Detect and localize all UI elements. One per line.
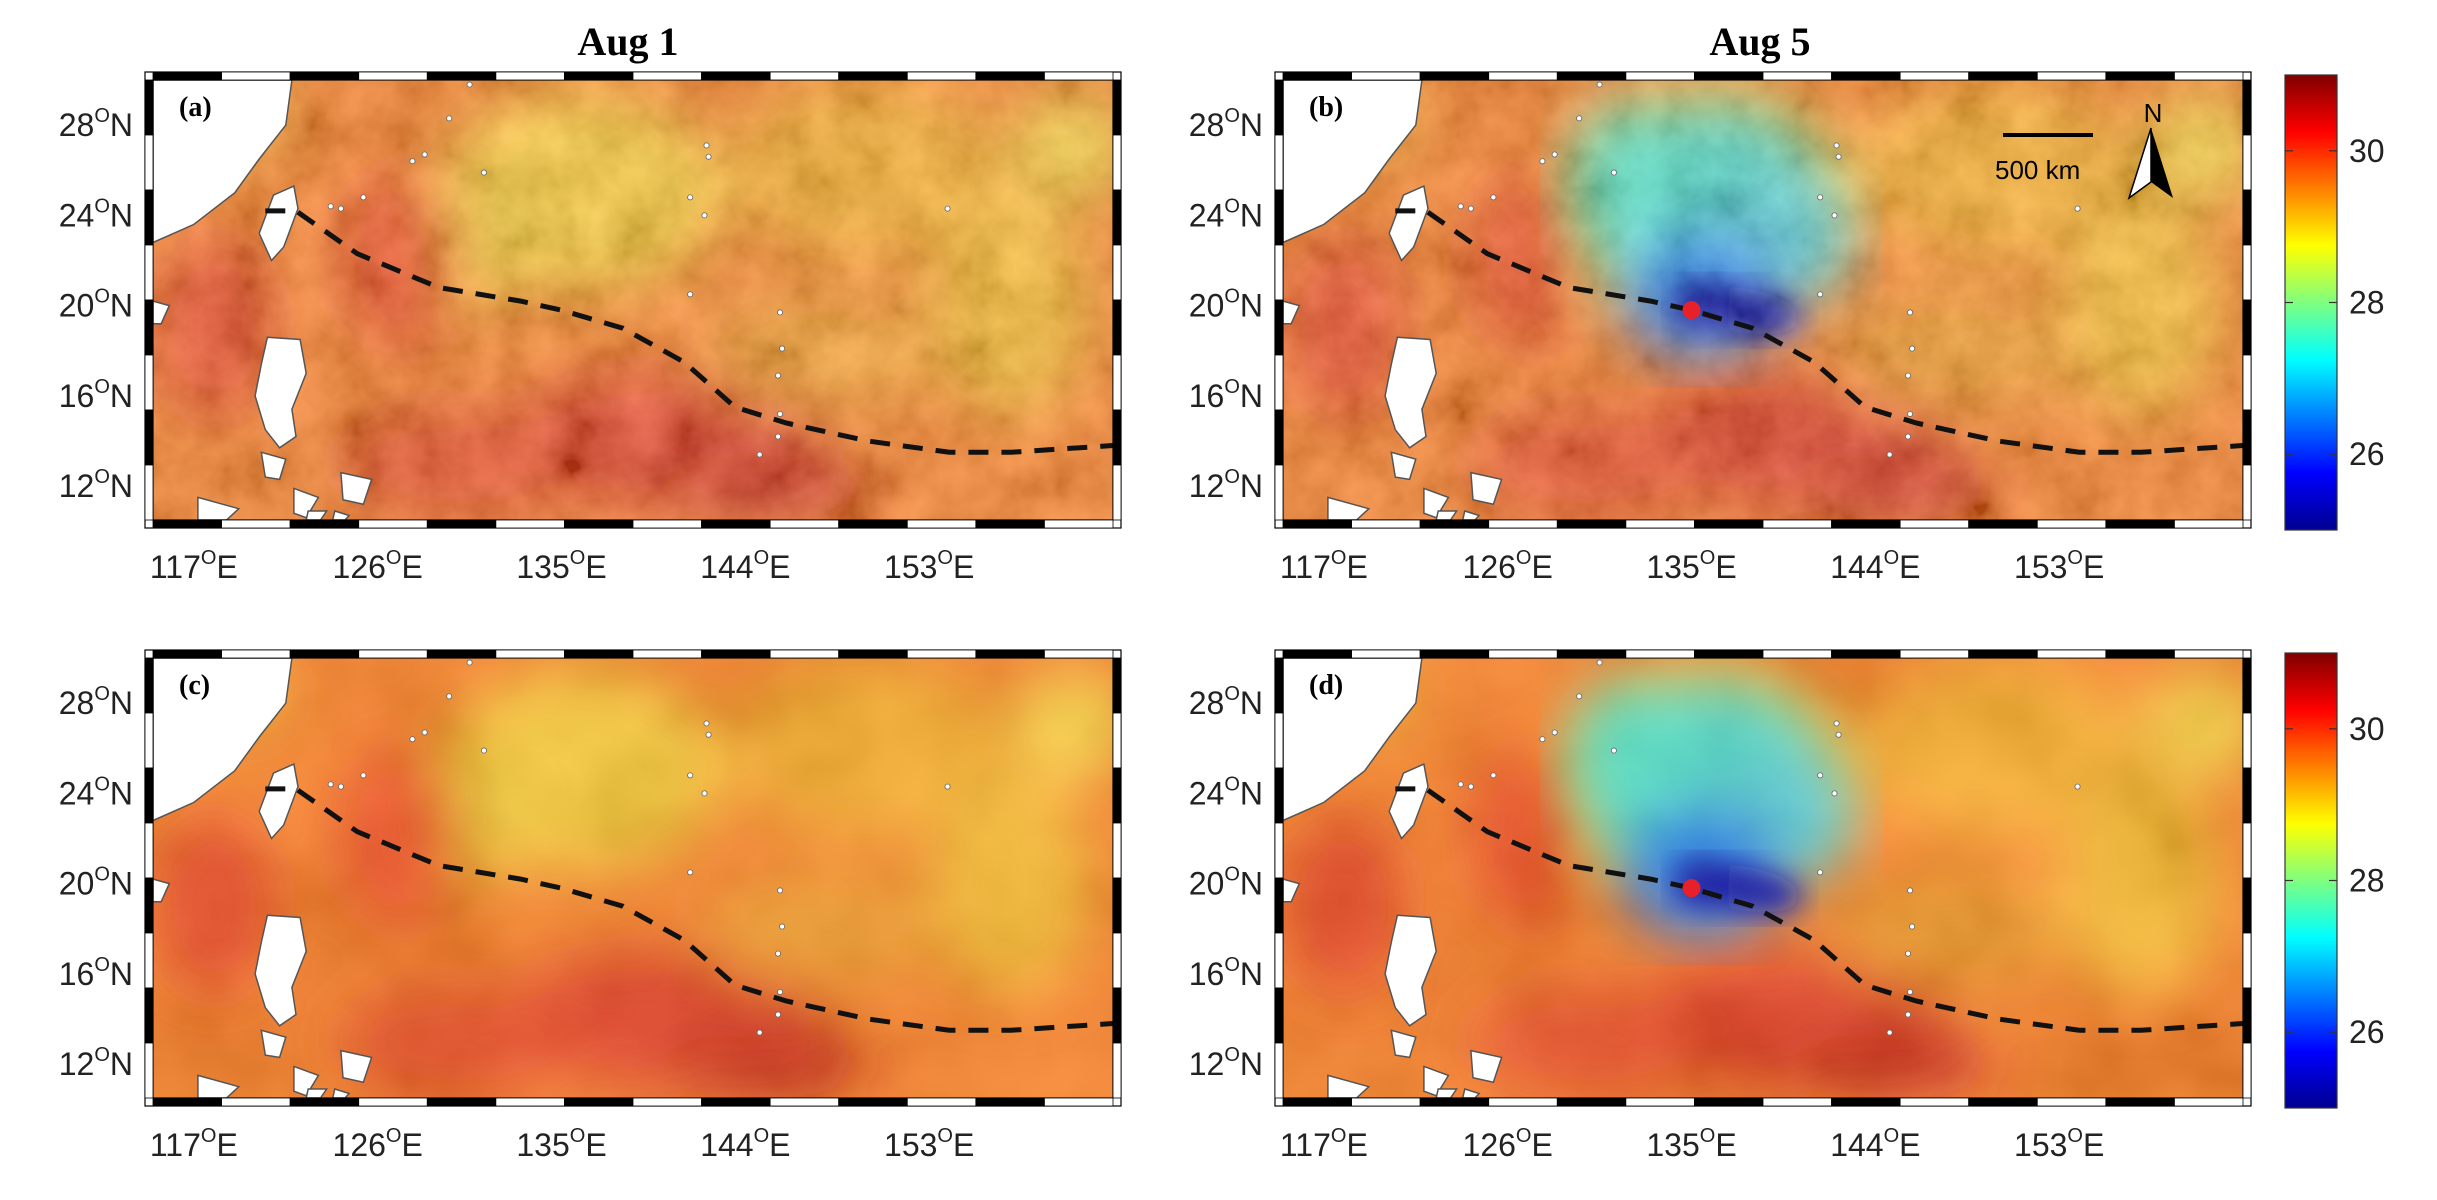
colorbar-tick-label: 28 <box>2349 285 2385 321</box>
north-arrow-icon: N <box>2127 98 2173 200</box>
lon-tick-label: 126OE <box>1463 547 1553 585</box>
storm-position-marker <box>1682 879 1701 898</box>
svg-text:N: N <box>2144 98 2163 128</box>
lat-tick-label: 12ON <box>59 466 133 504</box>
landmass <box>153 80 951 520</box>
colorbar-tick-label: 30 <box>2349 711 2385 747</box>
lat-tick-label: 24ON <box>59 195 133 233</box>
panel-label: (a) <box>179 92 212 123</box>
landmass <box>153 658 951 1098</box>
lat-tick-label: 24ON <box>1189 773 1263 811</box>
panel-label: (b) <box>1309 92 1343 123</box>
map-panels: (a) 117OE 126OE 135OE 144OE 153OE 12ON 16ON 20ON… <box>59 71 2252 1163</box>
lat-tick-label: 16ON <box>1189 376 1263 414</box>
typhoon-track <box>265 786 1113 1033</box>
panel-label: (d) <box>1309 670 1343 701</box>
typhoon-track <box>1395 208 2243 455</box>
lat-tick-label: 20ON <box>59 286 133 324</box>
panel-label: (c) <box>179 670 210 701</box>
storm-position-marker <box>1682 301 1701 320</box>
typhoon-track <box>1395 786 2243 1033</box>
colorbar-2: 26 28 30 <box>2284 652 2385 1109</box>
sst-field <box>153 658 1113 1098</box>
sst-field <box>1283 80 2243 520</box>
map-panel-b: (b) 117OE 126OE 135OE 144OE 153OE 12ON 16ON 20ON… <box>1189 71 2252 585</box>
lat-tick-label: 24ON <box>59 773 133 811</box>
lon-tick-label: 153OE <box>884 547 974 585</box>
lon-tick-label: 135OE <box>1646 1125 1736 1163</box>
lon-tick-label: 126OE <box>333 1125 423 1163</box>
lat-tick-label: 16ON <box>59 376 133 414</box>
colorbar-tick-label: 26 <box>2349 1014 2385 1050</box>
lon-tick-label: 144OE <box>700 547 790 585</box>
colorbar-tick-label: 30 <box>2349 133 2385 169</box>
map-frame <box>1274 71 2252 529</box>
colorbar-tick-label: 26 <box>2349 436 2385 472</box>
column-title-aug1: Aug 1 <box>577 19 678 64</box>
colorbars: 26 28 30 26 28 30 <box>2284 74 2385 1109</box>
lon-tick-label: 117OE <box>1280 1125 1368 1163</box>
landmass <box>1283 658 2081 1098</box>
lat-tick-label: 20ON <box>1189 286 1263 324</box>
lat-tick-label: 16ON <box>59 954 133 992</box>
lon-tick-label: 144OE <box>1830 1125 1920 1163</box>
lon-tick-label: 135OE <box>1646 547 1736 585</box>
map-panel-c: (c) 117OE 126OE 135OE 144OE 153OE 12ON 16ON 20ON… <box>59 649 1122 1163</box>
lat-tick-label: 12ON <box>1189 466 1263 504</box>
lat-tick-label: 28ON <box>59 105 133 143</box>
map-panel-a: (a) 117OE 126OE 135OE 144OE 153OE 12ON 16ON 20ON… <box>59 71 1122 585</box>
lon-tick-label: 126OE <box>1463 1125 1553 1163</box>
lat-tick-label: 20ON <box>59 864 133 902</box>
colorbar-tick-label: 28 <box>2349 863 2385 899</box>
colorbar-1: 26 28 30 <box>2284 74 2385 531</box>
sst-field <box>1283 658 2243 1098</box>
lon-tick-label: 153OE <box>2014 547 2104 585</box>
map-frame <box>1274 649 2252 1107</box>
scale-bar: 500 km <box>1995 133 2093 185</box>
lon-tick-label: 117OE <box>150 547 238 585</box>
lon-tick-label: 117OE <box>150 1125 238 1163</box>
map-frame <box>144 649 1122 1107</box>
svg-text:500 km: 500 km <box>1995 155 2080 185</box>
lon-tick-label: 135OE <box>516 547 606 585</box>
map-frame <box>144 71 1122 529</box>
lon-tick-label: 144OE <box>1830 547 1920 585</box>
lat-tick-label: 28ON <box>59 683 133 721</box>
lon-tick-label: 153OE <box>884 1125 974 1163</box>
lat-tick-label: 16ON <box>1189 954 1263 992</box>
lon-tick-label: 144OE <box>700 1125 790 1163</box>
landmass <box>1283 80 2081 520</box>
lat-tick-label: 24ON <box>1189 195 1263 233</box>
lon-tick-label: 135OE <box>516 1125 606 1163</box>
lon-tick-label: 153OE <box>2014 1125 2104 1163</box>
lon-tick-label: 126OE <box>333 547 423 585</box>
lat-tick-label: 28ON <box>1189 105 1263 143</box>
sst-field <box>153 80 1113 520</box>
typhoon-track <box>265 208 1113 455</box>
column-title-aug5: Aug 5 <box>1709 19 1810 64</box>
map-panel-d: (d) 117OE 126OE 135OE 144OE 153OE 12ON 16ON 20ON… <box>1189 649 2252 1163</box>
lat-tick-label: 12ON <box>1189 1044 1263 1082</box>
lat-tick-label: 20ON <box>1189 864 1263 902</box>
lat-tick-label: 12ON <box>59 1044 133 1082</box>
lon-tick-label: 117OE <box>1280 547 1368 585</box>
lat-tick-label: 28ON <box>1189 683 1263 721</box>
